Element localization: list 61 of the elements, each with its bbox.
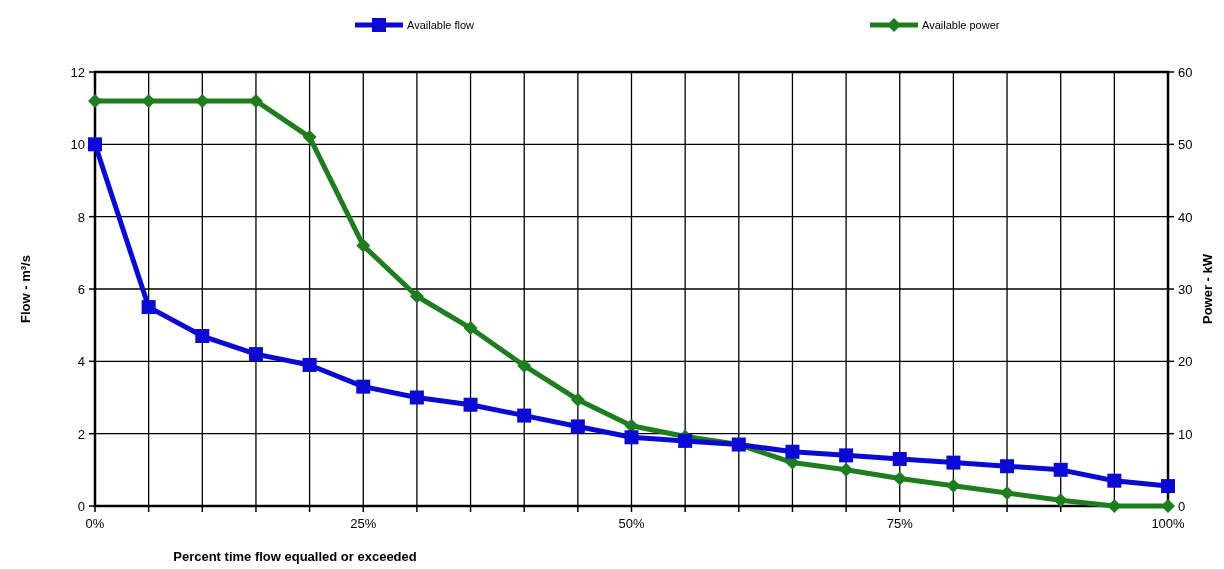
point: [839, 448, 854, 463]
point: [946, 478, 961, 493]
point: [356, 238, 371, 253]
point: [1161, 499, 1175, 513]
legend-label: Available flow: [407, 19, 475, 31]
point: [1161, 479, 1175, 494]
y2-tick-label: 40: [1178, 209, 1193, 225]
y2-tick-label: 30: [1178, 282, 1193, 297]
point: [892, 451, 907, 466]
legend-label: Available power: [922, 19, 1000, 31]
point: [141, 300, 156, 315]
y-tick-label: 10: [70, 137, 85, 153]
point: [195, 93, 210, 108]
point: [1053, 493, 1068, 508]
point: [141, 93, 156, 108]
point: [356, 379, 371, 394]
point: [88, 93, 102, 108]
y2-tick-label: 10: [1178, 426, 1193, 442]
point: [946, 455, 961, 470]
y-tick-label: 8: [77, 209, 85, 225]
point: [1107, 499, 1122, 513]
point: [409, 289, 424, 304]
x-tick-label: 50%: [618, 516, 645, 531]
point: [839, 462, 854, 477]
y-tick-label: 4: [77, 354, 85, 370]
y2-tick-label: 60: [1178, 65, 1193, 80]
point: [1000, 459, 1015, 474]
point: [892, 471, 907, 486]
point: [785, 444, 800, 459]
point: [570, 419, 585, 434]
point: [1107, 473, 1122, 488]
point: [624, 418, 639, 433]
point: [624, 430, 639, 445]
point: [409, 390, 424, 405]
point: [195, 329, 210, 344]
y2-tick-label: 50: [1178, 137, 1193, 153]
point: [570, 392, 585, 407]
point: [678, 433, 693, 448]
y2-tick-label: 20: [1178, 354, 1193, 370]
point: [1053, 462, 1068, 477]
point: [88, 137, 102, 152]
y2-axis-title: Power - kW: [1200, 253, 1215, 325]
point: [302, 357, 317, 372]
y-tick-label: 6: [77, 282, 85, 297]
point: [517, 358, 532, 373]
point: [463, 321, 478, 336]
point: [1000, 485, 1015, 500]
point: [517, 408, 532, 423]
x-tick-label: 0%: [85, 516, 105, 531]
x-tick-label: 100%: [1151, 516, 1186, 531]
y2-tick-label: 0: [1178, 499, 1186, 514]
y-tick-label: 2: [77, 426, 85, 442]
y-axis-title: Flow - m³/s: [18, 255, 33, 323]
point: [463, 397, 478, 412]
x-tick-label: 75%: [886, 516, 914, 531]
y-tick-label: 12: [70, 65, 85, 80]
point: [302, 130, 317, 145]
x-axis-title: Percent time flow equalled or exceeded: [173, 549, 417, 564]
y-tick-label: 0: [77, 499, 85, 514]
x-tick-label: 25%: [350, 516, 377, 531]
point: [248, 347, 263, 362]
